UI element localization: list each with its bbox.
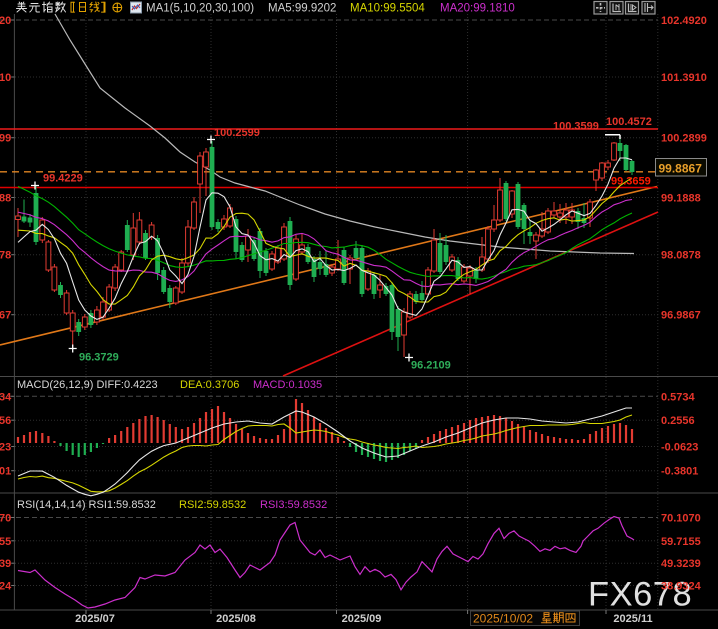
svg-text:2025/07: 2025/07 bbox=[75, 613, 115, 625]
svg-text:RSI2:59.8532: RSI2:59.8532 bbox=[179, 499, 246, 511]
svg-text:101.3910: 101.3910 bbox=[661, 72, 707, 84]
svg-text:DEA:0.3706: DEA:0.3706 bbox=[180, 379, 239, 391]
svg-text:2025/11: 2025/11 bbox=[613, 613, 652, 625]
svg-text:70: 70 bbox=[0, 513, 11, 525]
svg-text:2025/10/02: 2025/10/02 bbox=[473, 612, 533, 626]
svg-text:96.9867: 96.9867 bbox=[661, 310, 701, 322]
svg-text:70.1070: 70.1070 bbox=[661, 513, 701, 525]
svg-text:MACD(26,12,9) DIFF:0.4223: MACD(26,12,9) DIFF:0.4223 bbox=[17, 379, 158, 391]
svg-text:100.4572: 100.4572 bbox=[606, 116, 652, 128]
svg-text:100.2899: 100.2899 bbox=[661, 133, 707, 145]
svg-text:MA5:99.9202: MA5:99.9202 bbox=[268, 3, 336, 15]
svg-text:MA1(5,10,20,30,100): MA1(5,10,20,30,100) bbox=[146, 3, 254, 15]
svg-text:96.2109: 96.2109 bbox=[411, 360, 451, 372]
svg-text:99.4229: 99.4229 bbox=[43, 173, 83, 185]
svg-text:0.2556: 0.2556 bbox=[661, 415, 695, 427]
svg-text:-0.3801: -0.3801 bbox=[661, 466, 698, 478]
svg-text:59.7155: 59.7155 bbox=[661, 536, 701, 548]
svg-text:78: 78 bbox=[0, 250, 11, 262]
svg-text:0.5734: 0.5734 bbox=[661, 391, 696, 403]
svg-text:FX678: FX678 bbox=[588, 576, 692, 614]
svg-text:49.3239: 49.3239 bbox=[661, 558, 701, 570]
svg-text:99.1888: 99.1888 bbox=[661, 193, 701, 205]
svg-text:34: 34 bbox=[0, 391, 12, 403]
svg-text:10: 10 bbox=[0, 72, 11, 84]
svg-text:88: 88 bbox=[0, 193, 11, 205]
svg-text:99.3659: 99.3659 bbox=[611, 176, 651, 188]
svg-text:100.2599: 100.2599 bbox=[214, 127, 260, 139]
svg-text:01: 01 bbox=[0, 466, 11, 478]
svg-text:99: 99 bbox=[0, 133, 11, 145]
svg-text:96.3729: 96.3729 bbox=[79, 352, 119, 364]
svg-text:2025/09: 2025/09 bbox=[342, 613, 382, 625]
svg-text:RSI3:59.8532: RSI3:59.8532 bbox=[260, 499, 327, 511]
svg-text:MA20:99.1810: MA20:99.1810 bbox=[440, 3, 515, 15]
svg-text:55: 55 bbox=[0, 536, 11, 548]
svg-text:56: 56 bbox=[0, 415, 11, 427]
svg-text:100.3599: 100.3599 bbox=[553, 121, 599, 133]
svg-text:24: 24 bbox=[0, 581, 12, 593]
svg-text:RSI(14,14,14) RSI1:59.8532: RSI(14,14,14) RSI1:59.8532 bbox=[17, 499, 156, 511]
svg-text:67: 67 bbox=[0, 310, 11, 322]
svg-text:102.4920: 102.4920 bbox=[661, 15, 707, 27]
svg-text:38.9324: 38.9324 bbox=[661, 581, 702, 593]
svg-text:2025/08: 2025/08 bbox=[216, 613, 256, 625]
svg-text:MA10:99.5504: MA10:99.5504 bbox=[350, 3, 425, 15]
svg-text:20: 20 bbox=[0, 15, 11, 27]
svg-text:98.0878: 98.0878 bbox=[661, 250, 701, 262]
svg-text:MACD:0.1035: MACD:0.1035 bbox=[253, 379, 322, 391]
svg-text:23: 23 bbox=[0, 442, 11, 454]
svg-text:-0.0623: -0.0623 bbox=[661, 442, 698, 454]
svg-text:39: 39 bbox=[0, 558, 11, 570]
svg-text:99.8867: 99.8867 bbox=[659, 162, 703, 176]
